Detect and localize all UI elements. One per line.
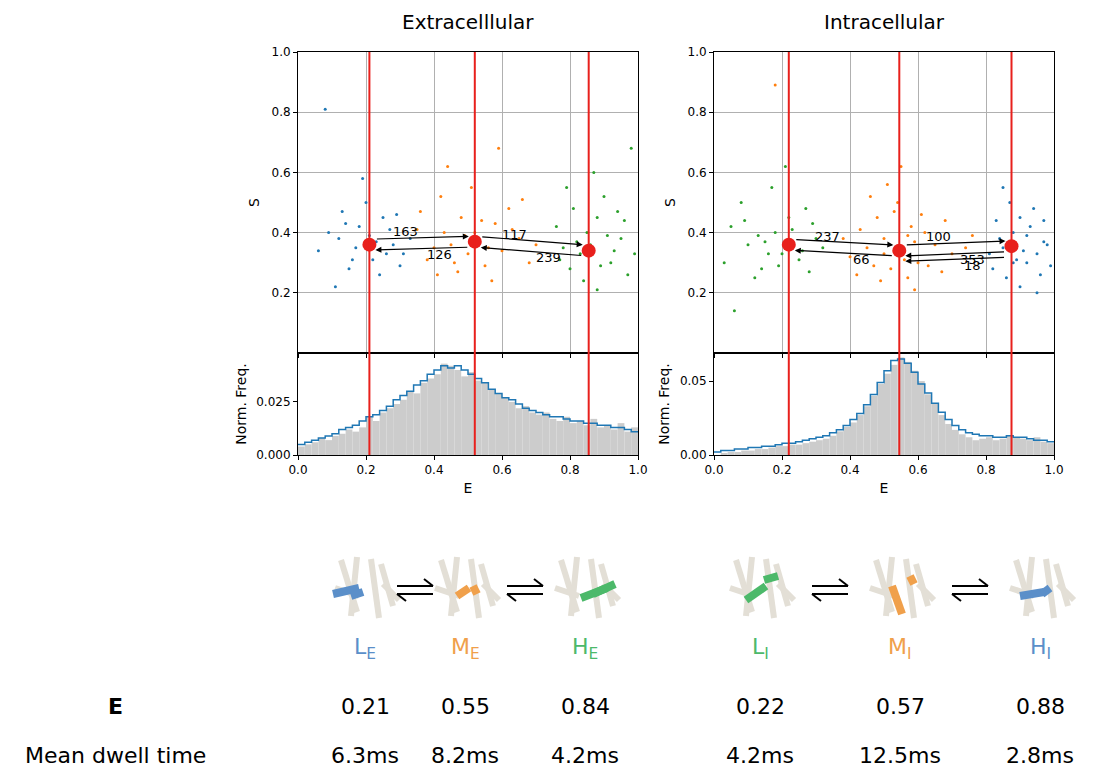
svg-text:0.8: 0.8 — [272, 105, 291, 119]
svg-text:Norm. Freq.: Norm. Freq. — [233, 363, 249, 445]
svg-text:0.84: 0.84 — [561, 694, 610, 719]
svg-text:0.6: 0.6 — [272, 166, 291, 180]
svg-text:0.57: 0.57 — [876, 694, 925, 719]
svg-text:E: E — [464, 480, 473, 496]
svg-text:0.025: 0.025 — [256, 395, 290, 409]
svg-text:4.2ms: 4.2ms — [551, 743, 619, 768]
svg-text:0.4: 0.4 — [688, 226, 707, 240]
svg-text:1.0: 1.0 — [628, 463, 647, 477]
svg-text:1.0: 1.0 — [688, 45, 707, 59]
svg-text:2.8ms: 2.8ms — [1006, 743, 1074, 768]
svg-text:0.05: 0.05 — [680, 374, 707, 388]
svg-text:H​E​: H​E​ — [572, 634, 598, 663]
svg-text:Intracellular: Intracellular — [824, 10, 945, 34]
svg-text:0.4: 0.4 — [424, 463, 443, 477]
svg-text:0.21: 0.21 — [341, 694, 390, 719]
svg-text:0.8: 0.8 — [976, 463, 995, 477]
svg-text:0.8: 0.8 — [560, 463, 579, 477]
svg-text:6.3ms: 6.3ms — [331, 743, 399, 768]
svg-text:237: 237 — [815, 229, 840, 244]
svg-text:Norm. Freq.: Norm. Freq. — [656, 363, 672, 445]
svg-text:L​I​: L​I​ — [752, 634, 769, 663]
svg-text:0.88: 0.88 — [1016, 694, 1065, 719]
svg-text:239: 239 — [536, 250, 561, 265]
svg-text:100: 100 — [926, 229, 951, 244]
svg-text:1.0: 1.0 — [272, 45, 291, 59]
svg-text:18: 18 — [964, 258, 981, 273]
svg-text:0.6: 0.6 — [688, 166, 707, 180]
svg-text:E: E — [108, 694, 123, 719]
svg-text:8.2ms: 8.2ms — [431, 743, 499, 768]
svg-text:Mean dwell time: Mean dwell time — [25, 743, 206, 768]
svg-text:0.0: 0.0 — [288, 463, 307, 477]
svg-text:4.2ms: 4.2ms — [726, 743, 794, 768]
svg-text:0.55: 0.55 — [441, 694, 490, 719]
svg-text:0.6: 0.6 — [492, 463, 511, 477]
svg-text:0.00: 0.00 — [680, 448, 707, 462]
svg-text:1.0: 1.0 — [1044, 463, 1063, 477]
svg-text:353: 353 — [960, 252, 985, 267]
svg-text:M​E​: M​E​ — [451, 634, 480, 663]
svg-text:163: 163 — [393, 224, 418, 239]
svg-text:0.6: 0.6 — [908, 463, 927, 477]
svg-text:0.2: 0.2 — [688, 286, 707, 300]
svg-text:Extracelllular: Extracelllular — [402, 10, 534, 34]
svg-text:0.2: 0.2 — [772, 463, 791, 477]
svg-text:S: S — [662, 198, 678, 207]
svg-text:E: E — [880, 480, 889, 496]
svg-text:0.2: 0.2 — [356, 463, 375, 477]
svg-text:L​E​: L​E​ — [354, 634, 376, 663]
svg-text:66: 66 — [853, 252, 870, 267]
svg-text:0.4: 0.4 — [272, 226, 291, 240]
svg-text:M​I​: M​I​ — [888, 634, 912, 663]
svg-text:12.5ms: 12.5ms — [859, 743, 941, 768]
svg-text:117: 117 — [502, 227, 527, 242]
svg-text:126: 126 — [427, 247, 452, 262]
svg-text:H​I​: H​I​ — [1030, 634, 1051, 663]
svg-text:S: S — [246, 198, 262, 207]
svg-text:0.000: 0.000 — [256, 448, 290, 462]
svg-text:0.8: 0.8 — [688, 105, 707, 119]
svg-text:0.2: 0.2 — [272, 286, 291, 300]
svg-text:0.4: 0.4 — [840, 463, 859, 477]
svg-text:0.22: 0.22 — [736, 694, 785, 719]
svg-text:0.0: 0.0 — [704, 463, 723, 477]
